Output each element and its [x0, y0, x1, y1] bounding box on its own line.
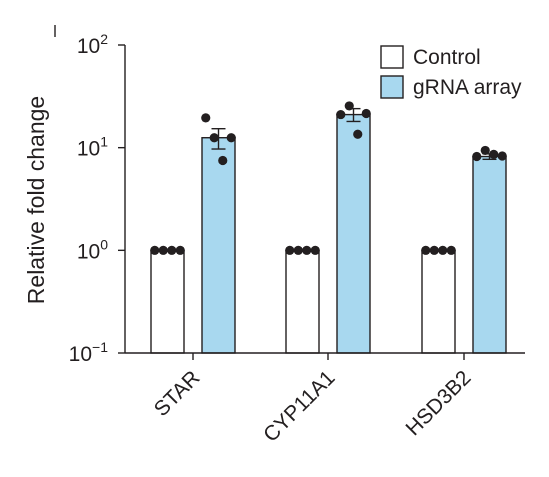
data-point-grna-array-cyp11a1-3 — [361, 108, 371, 119]
bar-control-star — [150, 249, 185, 354]
data-point-grna-array-cyp11a1-2 — [353, 129, 363, 139]
legend-swatch-grna-array — [380, 75, 404, 99]
data-point-control-hsd3b2-2 — [438, 245, 448, 255]
data-point-control-cyp11a1-1 — [293, 245, 303, 255]
data-point-grna-array-star-1 — [209, 133, 219, 143]
data-point-control-star-2 — [167, 245, 177, 255]
y-axis-label: Relative fold change — [23, 96, 49, 304]
data-point-control-hsd3b2-0 — [421, 245, 431, 255]
data-point-grna-array-star-0 — [201, 113, 211, 123]
bar-control-hsd3b2 — [421, 249, 456, 354]
bar-grna-array-cyp11a1 — [336, 113, 371, 354]
data-point-grna-array-cyp11a1-1 — [344, 101, 354, 111]
data-point-grna-array-hsd3b2-2 — [489, 149, 499, 159]
data-point-control-star-1 — [158, 245, 168, 255]
y-tick-label-0: 10−1 — [69, 339, 109, 366]
bars-layer — [150, 113, 507, 354]
legend-label-grna-array: gRNA array — [413, 76, 522, 99]
legend-swatch-control — [380, 45, 404, 69]
x-ticks: STAR CYP11A1 HSD3B2 — [150, 353, 476, 447]
bar-grna-array-star — [201, 137, 236, 354]
points-layer — [150, 101, 507, 255]
data-point-control-star-0 — [150, 245, 160, 255]
data-point-grna-array-star-2 — [218, 155, 228, 166]
bar-grna-array-hsd3b2 — [472, 155, 507, 354]
data-point-grna-array-hsd3b2-1 — [480, 145, 490, 156]
data-point-grna-array-cyp11a1-0 — [336, 109, 346, 120]
data-point-control-star-3 — [175, 245, 185, 255]
x-tick-label-cyp11a1: CYP11A1 — [259, 366, 339, 446]
y-tick-label-1: 100 — [77, 236, 108, 263]
data-point-control-hsd3b2-3 — [446, 245, 456, 255]
y-ticks: 10−1 100 101 102 — [69, 31, 125, 366]
data-point-control-cyp11a1-0 — [285, 245, 295, 255]
x-tick-label-star: STAR — [150, 366, 205, 421]
data-point-grna-array-hsd3b2-0 — [472, 151, 482, 162]
data-point-control-hsd3b2-1 — [429, 245, 439, 255]
data-point-grna-array-hsd3b2-3 — [497, 151, 507, 161]
data-point-grna-array-star-3 — [226, 133, 236, 143]
y-tick-label-3: 102 — [77, 31, 108, 58]
x-tick-label-hsd3b2: HSD3B2 — [401, 366, 475, 440]
legend-label-control: Control — [413, 46, 481, 69]
y-tick-label-2: 101 — [77, 134, 108, 161]
bar-control-cyp11a1 — [285, 249, 320, 354]
data-point-control-cyp11a1-2 — [302, 245, 312, 255]
legend: Control gRNA array — [380, 45, 522, 99]
data-point-control-cyp11a1-3 — [310, 245, 320, 255]
